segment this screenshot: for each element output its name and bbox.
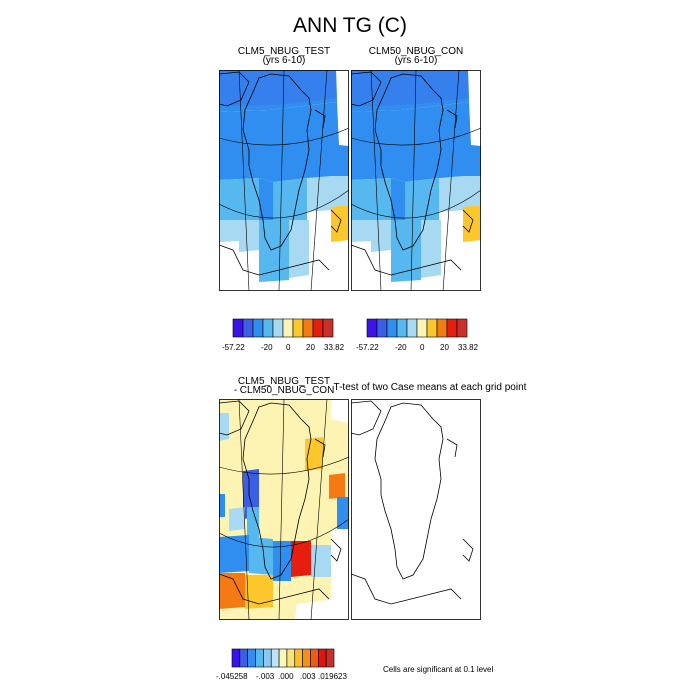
map-test-frame	[219, 70, 349, 291]
colorbar-swatch	[263, 648, 272, 668]
panel-title-con-years: (yrs 6-10)	[394, 55, 438, 66]
colorbar-bottom-swatches	[231, 648, 335, 668]
colorbar-swatch	[247, 648, 256, 668]
map-ttest-frame	[351, 399, 481, 620]
colorbar-swatch	[255, 648, 264, 668]
panel-title-test: CLM5_NBUG_TEST (yrs 6-10)	[219, 46, 349, 66]
colorbar-label: 0	[420, 343, 425, 352]
map-con-grid	[351, 70, 481, 291]
map-diff-coastline	[219, 400, 342, 605]
colorbar-label: 33.82	[458, 343, 479, 352]
colorbar-label: -57.22	[356, 343, 379, 352]
colorbar-swatch	[376, 318, 388, 338]
significance-note: Cells are significant at 0.1 level	[383, 665, 494, 674]
map-ttest	[351, 399, 481, 620]
colorbar-bottom-labels: -.045258 -.003 .000 .003 .019623	[216, 672, 347, 682]
colorbar-swatch	[366, 318, 378, 338]
colorbar-swatch	[232, 318, 244, 338]
colorbar-swatch	[396, 318, 408, 338]
panel-title-diff-case1: CLM5_NBUG_TEST	[237, 376, 331, 387]
map-diff-grid	[219, 399, 349, 620]
colorbar-label: -20	[395, 343, 407, 352]
colorbar-top-right-swatches	[366, 318, 468, 338]
colorbar-swatch	[239, 648, 248, 668]
map-con-coastline	[351, 71, 474, 276]
page-title: ANN TG (C)	[293, 14, 407, 37]
colorbar-swatch	[456, 318, 468, 338]
colorbar-swatch	[312, 318, 324, 338]
panel-title-diff: CLM5_NBUG_TEST - CLM50_NBUG_CON	[219, 376, 349, 396]
colorbar-top-left-labels: -57.22 -20 0 20 33.82	[222, 343, 345, 353]
colorbar-top-right-labels: -57.22 -20 0 20 33.82	[356, 343, 480, 353]
colorbar-top-left-swatches	[232, 318, 334, 338]
panel-title-con-case: CLM50_NBUG_CON	[368, 46, 464, 57]
map-test-grid	[219, 70, 349, 291]
colorbar-swatch	[231, 648, 241, 668]
colorbar-swatch	[282, 318, 294, 338]
colorbar-swatch	[294, 648, 303, 668]
colorbar-swatch	[270, 648, 280, 668]
map-con	[351, 70, 481, 291]
colorbar-swatch	[406, 318, 418, 338]
colorbar-label: 0	[286, 343, 291, 352]
colorbar-swatch	[278, 648, 288, 668]
colorbar-label: .000	[278, 672, 294, 681]
panel-title-con: CLM50_NBUG_CON (yrs 6-10)	[351, 46, 481, 66]
panel-title-test-years: (yrs 6-10)	[262, 55, 306, 66]
map-test	[219, 70, 349, 291]
colorbar-label: -57.22	[222, 343, 245, 352]
colorbar-label: 20	[306, 343, 315, 352]
colorbar-swatch	[318, 648, 327, 668]
map-diff-cells	[219, 399, 349, 620]
colorbar-label: -.003	[256, 672, 275, 681]
colorbar-swatch	[292, 318, 304, 338]
colorbar-label: 33.82	[324, 343, 345, 352]
colorbar-top-left	[232, 318, 334, 338]
colorbar-swatch	[302, 318, 314, 338]
map-test-coastline	[219, 71, 342, 276]
colorbar-swatch	[310, 648, 319, 668]
colorbar-swatch	[322, 318, 334, 338]
colorbar-swatch	[386, 318, 398, 338]
colorbar-swatch	[302, 648, 311, 668]
panel-title-ttest: T-test of two Case means at each grid po…	[333, 382, 527, 393]
colorbar-label: -20	[261, 343, 273, 352]
colorbar-swatch	[446, 318, 458, 338]
colorbar-label: 20	[440, 343, 449, 352]
colorbar-bottom	[231, 648, 335, 668]
colorbar-swatch	[426, 318, 438, 338]
colorbar-swatch	[272, 318, 284, 338]
map-diff-frame	[219, 399, 349, 620]
map-con-frame	[351, 70, 481, 291]
map-con-cells	[351, 70, 481, 282]
map-diff	[219, 399, 349, 620]
colorbar-top-right	[366, 318, 468, 338]
colorbar-label: .003	[300, 672, 316, 681]
map-test-cells	[219, 70, 349, 282]
colorbar-label: .019623	[318, 672, 347, 681]
colorbar-label: -.045258	[216, 672, 248, 681]
colorbar-swatch	[325, 648, 335, 668]
colorbar-swatch	[436, 318, 448, 338]
panel-title-test-case: CLM5_NBUG_TEST	[237, 46, 331, 57]
colorbar-swatch	[286, 648, 296, 668]
map-ttest-coastline	[351, 400, 474, 605]
colorbar-swatch	[242, 318, 254, 338]
colorbar-swatch	[416, 318, 428, 338]
panel-title-diff-case2: - CLM50_NBUG_CON	[233, 385, 335, 396]
colorbar-swatch	[262, 318, 274, 338]
colorbar-swatch	[252, 318, 264, 338]
